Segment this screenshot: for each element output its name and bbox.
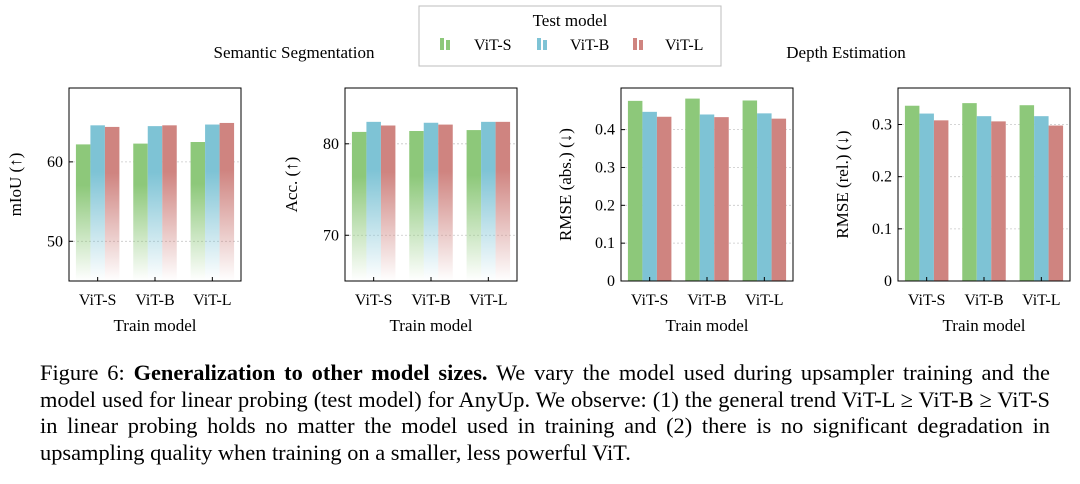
x-tick-label: ViT-S xyxy=(631,292,669,309)
y-tick-label: 0.3 xyxy=(595,159,615,176)
group-title-depth: Depth Estimation xyxy=(786,43,906,62)
chart-accuracy: 70 80 ViT-S ViT-B ViT-L Train model Acc. (↑) xyxy=(282,87,518,335)
y-tick-label: 0.1 xyxy=(595,235,615,252)
bar-vitl-vit-b xyxy=(438,124,453,281)
y-tick-label: 70 xyxy=(323,227,339,244)
legend-swatch-vitl xyxy=(633,38,637,50)
bar-vits-vit-l xyxy=(190,142,206,281)
bar-vits-vit-l xyxy=(466,130,482,281)
legend-label-vitb: ViT-B xyxy=(570,37,609,54)
bar-vitb-vit-b xyxy=(699,114,715,281)
bar-vits-vit-s xyxy=(627,100,643,281)
legend-box xyxy=(418,5,722,67)
legend-entry-vits: ViT-S xyxy=(440,37,512,54)
bar-vitl-vit-s xyxy=(104,126,120,281)
bar-vitb-vit-s xyxy=(642,111,657,281)
bar-vitb-vit-b xyxy=(423,122,439,281)
legend: Test model ViT-S ViT-B ViT-L xyxy=(418,5,722,67)
bar-vitl-vit-l xyxy=(219,122,235,281)
y-tick-label: 0.3 xyxy=(872,117,892,134)
legend-swatch-vitl-b xyxy=(639,40,643,50)
bar-vitl-vit-b xyxy=(162,125,177,281)
y-tick-label: 0 xyxy=(607,273,615,290)
x-tick-label: ViT-L xyxy=(469,292,507,309)
bar-vitl-vit-l xyxy=(495,121,511,282)
x-tick-label: ViT-B xyxy=(135,292,174,309)
bar-vitb-vit-l xyxy=(481,121,496,282)
bar-vits-vit-l xyxy=(1019,105,1035,281)
legend-swatch-vits-b xyxy=(446,40,450,50)
y-tick-label: 60 xyxy=(47,154,63,171)
bar-vits-vit-s xyxy=(75,144,91,281)
caption-label: Figure 6: xyxy=(40,360,125,385)
caption-title: Generalization to other model sizes. xyxy=(133,360,488,385)
chart-rmse-abs: 0 0.1 0.2 0.3 0.4 ViT-S ViT-B ViT-L Train model R… xyxy=(556,87,794,335)
y-axis-label: RMSE (rel.) (↓) xyxy=(833,130,852,238)
x-tick-label: ViT-L xyxy=(193,292,231,309)
y-tick-label: 50 xyxy=(47,233,63,250)
group-title-semantic: Semantic Segmentation xyxy=(214,43,375,62)
figure-caption: Figure 6: Generalization to other model … xyxy=(40,360,1050,466)
y-tick-label: 80 xyxy=(323,136,339,153)
bar-vitb-vit-l xyxy=(757,113,772,281)
bar-vitb-vit-s xyxy=(90,125,105,281)
legend-entry-vitl: ViT-L xyxy=(633,37,703,54)
legend-swatch-vitb-b xyxy=(543,40,547,50)
x-tick-label: ViT-S xyxy=(908,292,946,309)
bar-vitb-vit-l xyxy=(1034,116,1049,281)
x-tick-label: ViT-B xyxy=(687,292,726,309)
y-axis-label: RMSE (abs.) (↓) xyxy=(556,128,575,241)
bar-vitb-vit-b xyxy=(976,116,992,281)
bar-vitl-vit-s xyxy=(380,125,396,281)
bar-vits-vit-s xyxy=(351,131,367,281)
x-tick-label: ViT-S xyxy=(79,292,117,309)
y-tick-label: 0 xyxy=(884,273,892,290)
bar-vitl-vit-b xyxy=(714,117,729,281)
x-tick-label: ViT-S xyxy=(355,292,393,309)
bar-vits-vit-b xyxy=(962,103,977,281)
caption-body: We vary the model used during upsampler … xyxy=(40,360,1050,465)
bar-vits-vit-b xyxy=(409,130,424,281)
y-axis-label: Acc. (↑) xyxy=(282,157,301,213)
chart-rmse-rel: 0 0.1 0.2 0.3 ViT-S ViT-B ViT-L Train model RMSE… xyxy=(833,87,1071,335)
bar-vitl-vit-s xyxy=(656,116,672,281)
bar-vits-vit-b xyxy=(685,98,700,282)
y-tick-label: 0.2 xyxy=(595,197,615,214)
bar-vitb-vit-s xyxy=(919,113,934,282)
bar-vits-vit-l xyxy=(742,100,758,281)
x-tick-label: ViT-B xyxy=(964,292,1003,309)
y-tick-label: 0.1 xyxy=(872,221,892,238)
bar-vits-vit-s xyxy=(904,105,920,281)
figure: Test model ViT-S ViT-B ViT-L Semantic Se… xyxy=(6,5,1071,335)
legend-label-vits: ViT-S xyxy=(474,37,512,54)
bar-vits-vit-b xyxy=(133,143,148,281)
y-tick-label: 0.4 xyxy=(595,122,615,139)
x-tick-label: ViT-L xyxy=(745,292,783,309)
bar-vitb-vit-s xyxy=(366,121,381,282)
y-tick-label: 0.2 xyxy=(872,169,892,186)
bar-vitb-vit-b xyxy=(147,126,163,281)
x-axis-label: Train model xyxy=(390,316,473,335)
bar-vitl-vit-s xyxy=(933,120,949,281)
x-tick-label: ViT-L xyxy=(1022,292,1060,309)
legend-entry-vitb: ViT-B xyxy=(537,37,609,54)
x-axis-label: Train model xyxy=(943,316,1026,335)
chart-miou: 50 60 ViT-S ViT-B ViT-L Train model mIoU (↑) xyxy=(6,87,242,335)
y-axis-label: mIoU (↑) xyxy=(6,153,25,217)
bar-vitl-vit-l xyxy=(771,118,787,281)
legend-swatch-vits xyxy=(440,38,444,50)
x-axis-label: Train model xyxy=(666,316,749,335)
bar-vitb-vit-l xyxy=(205,124,220,282)
bar-vitl-vit-l xyxy=(1048,125,1064,281)
bar-vitl-vit-b xyxy=(991,121,1006,281)
x-axis-label: Train model xyxy=(114,316,197,335)
legend-title: Test model xyxy=(533,11,608,30)
legend-swatch-vitb xyxy=(537,38,541,50)
legend-label-vitl: ViT-L xyxy=(665,37,703,54)
x-tick-label: ViT-B xyxy=(411,292,450,309)
